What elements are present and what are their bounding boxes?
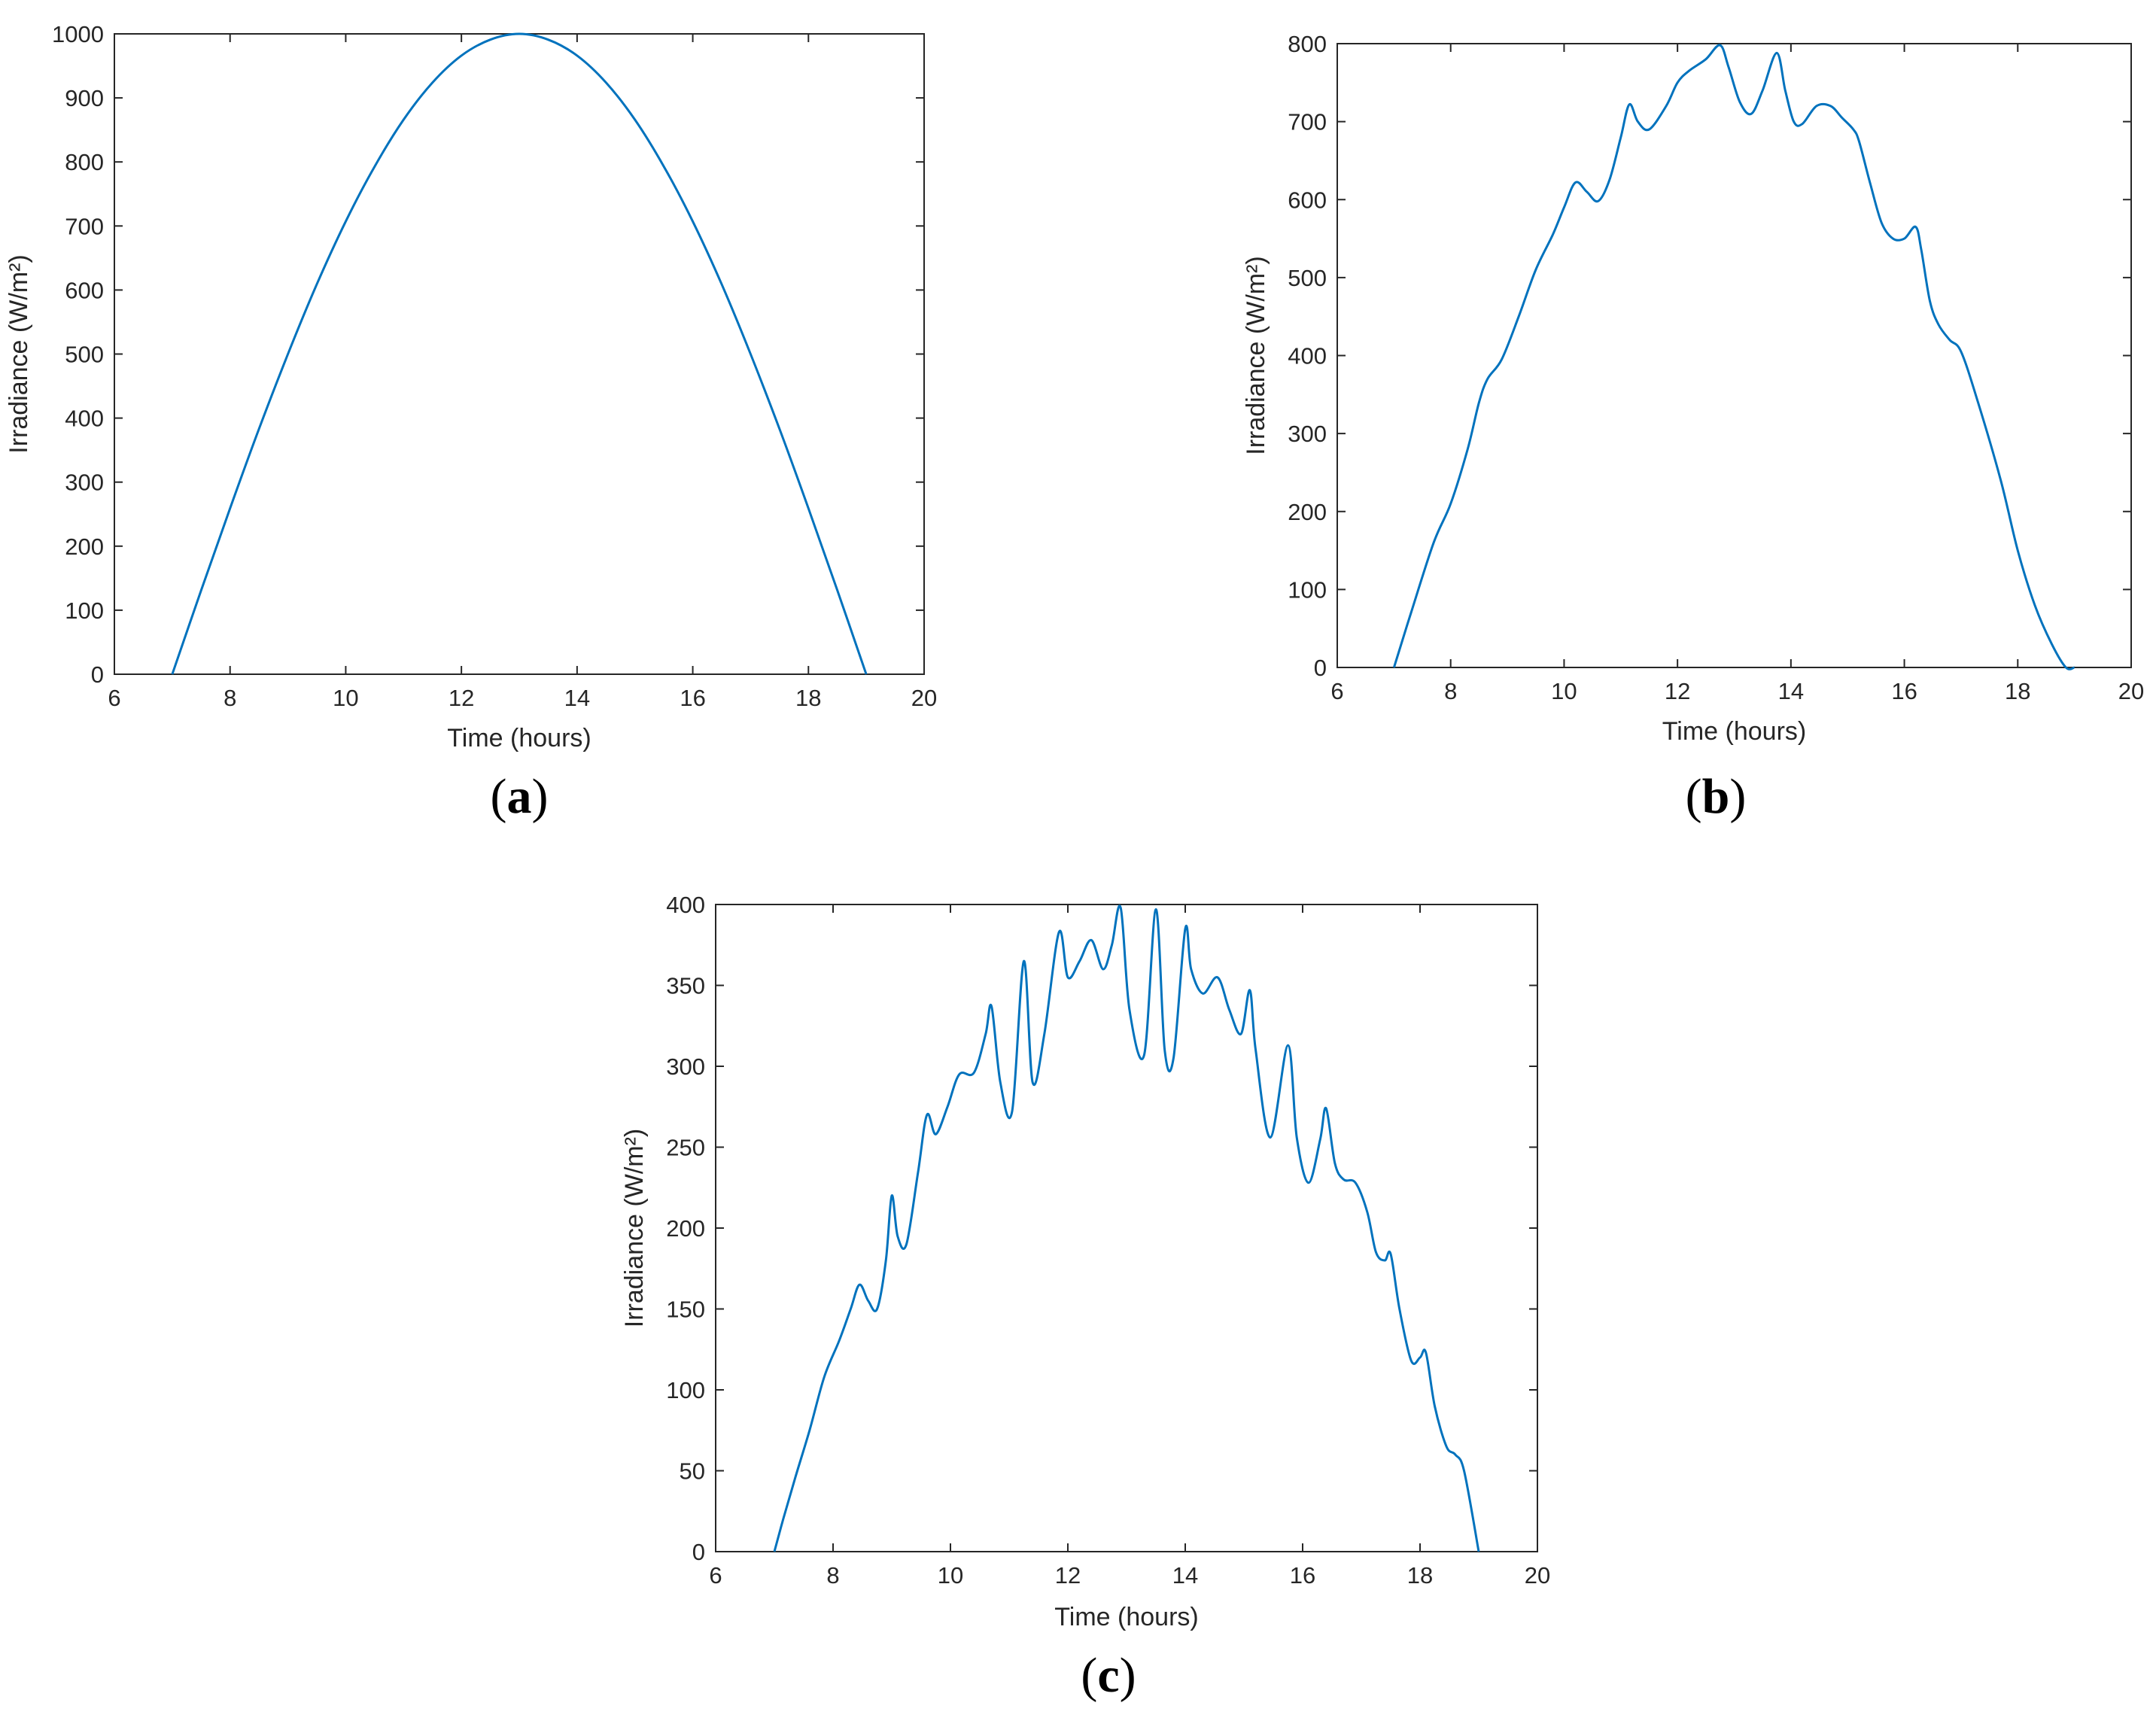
y-axis-label: Irradiance (W/m²) (5, 254, 33, 453)
y-tick-label: 300 (65, 470, 104, 496)
x-tick-label: 20 (1525, 1562, 1550, 1589)
panel-label: (b) (1686, 769, 1747, 824)
x-tick-label: 8 (826, 1562, 839, 1589)
y-tick-label: 700 (1288, 109, 1327, 135)
y-tick-label: 200 (1288, 499, 1327, 525)
panel-b: 6 8 10 12 14 16 18 200100200300400500600700800T… (1242, 31, 2144, 824)
y-tick-label: 800 (1288, 31, 1327, 57)
x-tick-label: 12 (449, 685, 474, 711)
plot-area (114, 33, 925, 675)
x-axis-label: Time (hours) (1054, 1603, 1198, 1631)
irradiance-series-line (1392, 44, 2075, 670)
x-tick-label: 18 (1407, 1562, 1433, 1589)
x-tick-label: 16 (680, 685, 705, 711)
x-axis-label: Time (hours) (447, 724, 591, 752)
y-tick-label: 1000 (52, 21, 104, 47)
y-tick-label: 100 (666, 1377, 705, 1403)
y-tick-label: 0 (91, 661, 104, 688)
x-tick-label: 20 (2118, 678, 2144, 704)
x-tick-label: 16 (1891, 678, 1917, 704)
y-tick-label: 600 (65, 277, 104, 303)
x-tick-label: 6 (1330, 678, 1343, 704)
x-tick-label: 14 (1778, 678, 1804, 704)
panel-letter: c (1097, 1648, 1119, 1703)
y-tick-label: 500 (65, 342, 104, 368)
irradiance-series-line (171, 32, 868, 675)
y-tick-label: 100 (65, 597, 104, 624)
x-tick-label: 10 (1551, 678, 1577, 704)
y-tick-label: 700 (65, 213, 104, 239)
y-tick-label: 150 (666, 1297, 705, 1323)
y-tick-label: 350 (666, 973, 705, 999)
y-tick-label: 0 (692, 1539, 705, 1565)
y-axis-label: Irradiance (W/m²) (1242, 256, 1270, 455)
panel-label: (a) (491, 769, 549, 824)
panel-letter: b (1702, 769, 1730, 824)
x-tick-label: 12 (1665, 678, 1690, 704)
x-tick-label: 10 (938, 1562, 963, 1589)
y-tick-label: 50 (680, 1458, 705, 1485)
x-tick-label: 6 (709, 1562, 722, 1589)
x-tick-label: 16 (1290, 1562, 1315, 1589)
y-tick-label: 200 (65, 534, 104, 560)
y-tick-label: 400 (65, 406, 104, 432)
x-tick-label: 14 (564, 685, 590, 711)
x-tick-label: 6 (108, 685, 120, 711)
y-tick-label: 100 (1288, 576, 1327, 603)
y-tick-label: 400 (666, 892, 705, 918)
y-tick-label: 250 (666, 1135, 705, 1161)
y-tick-label: 900 (65, 85, 104, 111)
y-tick-label: 200 (666, 1215, 705, 1242)
x-tick-label: 20 (911, 685, 937, 711)
irradiance-series-line (773, 904, 1480, 1552)
panel-c: 6 8 10 12 14 16 18 20050100150200250300350400Ti… (620, 892, 1550, 1703)
x-tick-label: 14 (1172, 1562, 1198, 1589)
plot-area (715, 904, 1538, 1552)
y-tick-label: 500 (1288, 265, 1327, 291)
x-tick-label: 8 (224, 685, 236, 711)
x-tick-label: 10 (333, 685, 358, 711)
y-tick-label: 800 (65, 149, 104, 175)
x-tick-label: 18 (2005, 678, 2030, 704)
y-tick-label: 0 (1314, 655, 1327, 681)
x-tick-label: 18 (795, 685, 821, 711)
y-tick-label: 400 (1288, 343, 1327, 369)
panel-label: (c) (1081, 1648, 1136, 1703)
y-axis-label: Irradiance (W/m²) (620, 1129, 649, 1327)
panel-letter: a (507, 769, 532, 824)
y-tick-label: 600 (1288, 187, 1327, 213)
x-tick-label: 8 (1444, 678, 1457, 704)
x-tick-label: 12 (1055, 1562, 1081, 1589)
x-axis-label: Time (hours) (1662, 717, 1806, 746)
y-tick-label: 300 (1288, 421, 1327, 447)
panel-a: 6 8 10 12 14 16 18 2001002003004005006007008009… (5, 21, 937, 824)
y-tick-label: 300 (666, 1053, 705, 1080)
plot-area (1337, 43, 2132, 668)
